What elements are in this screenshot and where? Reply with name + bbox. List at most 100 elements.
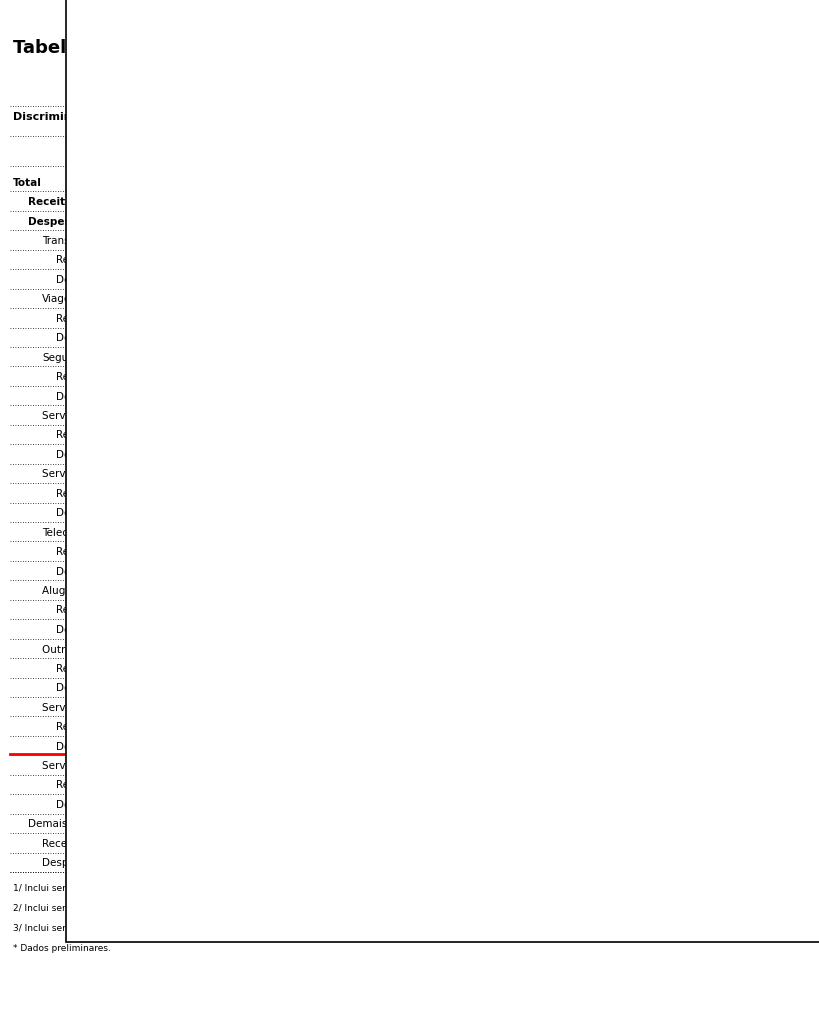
Text: 104: 104 xyxy=(566,605,586,615)
Text: Aluguel de equipamentos: Aluguel de equipamentos xyxy=(42,586,175,596)
Text: 43: 43 xyxy=(636,411,649,421)
Text: 560: 560 xyxy=(419,255,439,265)
Text: 1 617: 1 617 xyxy=(493,644,523,654)
Text: Despesas: Despesas xyxy=(57,566,106,577)
Text: - 412: - 412 xyxy=(622,469,649,479)
Text: 80: 80 xyxy=(636,430,649,440)
Text: -1 178: -1 178 xyxy=(553,761,586,771)
Text: 110: 110 xyxy=(629,372,649,382)
Text: 11 127: 11 127 xyxy=(691,198,728,207)
Text: - 651: - 651 xyxy=(412,586,439,596)
Text: Serviços financeiros: Serviços financeiros xyxy=(42,411,147,421)
Text: Receitas: Receitas xyxy=(57,547,100,557)
Text: Receitas: Receitas xyxy=(57,664,100,674)
Text: Seguros: Seguros xyxy=(42,352,84,362)
Text: 1 854: 1 854 xyxy=(493,625,523,635)
Text: 9 146: 9 146 xyxy=(493,198,523,207)
Text: -3 326: -3 326 xyxy=(405,178,439,187)
Text: -1 526: -1 526 xyxy=(695,294,728,304)
Text: -4 215: -4 215 xyxy=(553,527,586,538)
Text: 114: 114 xyxy=(503,450,523,460)
Text: 1 358: 1 358 xyxy=(493,508,523,518)
Text: 86: 86 xyxy=(426,430,439,440)
Text: 11 732: 11 732 xyxy=(550,683,586,693)
Text: 453: 453 xyxy=(419,313,439,324)
Text: 3/ Inclui serviços de manufatura, serviços de manutenção e reparo e serviços de : 3/ Inclui serviços de manufatura, serviç… xyxy=(12,924,434,933)
Text: Despesas: Despesas xyxy=(57,625,106,635)
Text: 585: 585 xyxy=(503,391,523,401)
Text: 275: 275 xyxy=(566,858,586,868)
Text: Despesas: Despesas xyxy=(57,333,106,343)
Text: 18 291: 18 291 xyxy=(691,217,728,226)
Text: Jan-mar: Jan-mar xyxy=(456,141,505,151)
Text: Despesas: Despesas xyxy=(57,683,106,693)
Text: 814: 814 xyxy=(566,839,586,849)
Text: 659: 659 xyxy=(566,450,586,460)
Text: 136: 136 xyxy=(708,450,728,460)
Text: -1 362: -1 362 xyxy=(490,294,523,304)
Text: -7 904: -7 904 xyxy=(553,586,586,596)
Text: 2023*: 2023* xyxy=(596,112,632,122)
Text: 25 903: 25 903 xyxy=(550,274,586,285)
Text: 156: 156 xyxy=(503,722,523,732)
Text: 111: 111 xyxy=(503,819,523,829)
Text: 168: 168 xyxy=(629,800,649,810)
Text: 665: 665 xyxy=(708,391,728,401)
Text: Receitas: Receitas xyxy=(28,198,78,207)
Text: Receitas: Receitas xyxy=(57,488,100,499)
Text: 1 569: 1 569 xyxy=(619,664,649,674)
Text: 809: 809 xyxy=(629,644,649,654)
Text: -95: -95 xyxy=(632,761,649,771)
Text: 1 473: 1 473 xyxy=(493,255,523,265)
Text: 468: 468 xyxy=(503,800,523,810)
Text: Serviços de propriedade intelectual: Serviços de propriedade intelectual xyxy=(42,469,228,479)
Text: 7 163: 7 163 xyxy=(556,508,586,518)
Text: 279: 279 xyxy=(629,741,649,752)
Text: 205: 205 xyxy=(629,391,649,401)
Text: 2 617: 2 617 xyxy=(493,683,523,693)
Text: Serviços culturais, pessoais e recreativos²ⁿ: Serviços culturais, pessoais e recreativ… xyxy=(42,702,265,713)
Text: 59: 59 xyxy=(509,858,523,868)
Text: Despesas: Despesas xyxy=(57,450,106,460)
Text: -6 418: -6 418 xyxy=(553,469,586,479)
Text: 12 185: 12 185 xyxy=(550,333,586,343)
Text: 292: 292 xyxy=(419,391,439,401)
Text: Viagens: Viagens xyxy=(42,294,84,304)
Text: 365: 365 xyxy=(419,547,439,557)
Text: 4 952: 4 952 xyxy=(556,313,586,324)
Text: 15: 15 xyxy=(509,605,523,615)
Text: 6 467: 6 467 xyxy=(556,255,586,265)
Text: 500: 500 xyxy=(629,508,649,518)
Text: Receitas: Receitas xyxy=(57,372,100,382)
Text: -2 102: -2 102 xyxy=(695,586,728,596)
Text: - 111: - 111 xyxy=(412,352,439,362)
Text: 1 115: 1 115 xyxy=(619,333,649,343)
Text: 163: 163 xyxy=(503,488,523,499)
Text: -1 095: -1 095 xyxy=(695,527,728,538)
Text: 73: 73 xyxy=(636,780,649,791)
Text: 11: 11 xyxy=(636,605,649,615)
Text: 746: 746 xyxy=(419,566,439,577)
Text: 20: 20 xyxy=(426,858,439,868)
Text: - 322: - 322 xyxy=(496,761,523,771)
Text: 115: 115 xyxy=(708,819,728,829)
Text: -1 140: -1 140 xyxy=(616,236,649,246)
Text: Mar: Mar xyxy=(599,141,622,151)
Text: - 381: - 381 xyxy=(412,527,439,538)
Text: 52: 52 xyxy=(426,488,439,499)
Text: 220: 220 xyxy=(419,800,439,810)
Text: 745: 745 xyxy=(566,488,586,499)
Text: 8 008: 8 008 xyxy=(557,625,586,635)
Text: 181: 181 xyxy=(419,372,439,382)
Text: Receitas: Receitas xyxy=(57,605,100,615)
Text: 605: 605 xyxy=(629,255,649,265)
Text: - 475: - 475 xyxy=(622,527,649,538)
Text: -8 692: -8 692 xyxy=(490,178,523,187)
Text: -1 229: -1 229 xyxy=(490,527,523,538)
Text: Receitas: Receitas xyxy=(57,722,100,732)
Text: Receitas: Receitas xyxy=(57,430,100,440)
Text: 997: 997 xyxy=(566,430,586,440)
Text: 77: 77 xyxy=(509,702,523,713)
Text: 2 127: 2 127 xyxy=(698,625,728,635)
Text: 146: 146 xyxy=(503,780,523,791)
